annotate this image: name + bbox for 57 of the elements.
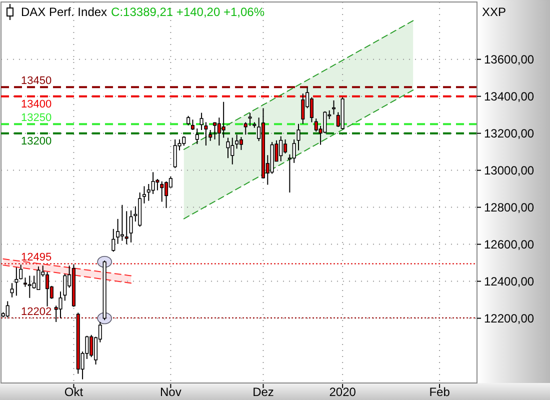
y-tick-label: 12800,00 bbox=[484, 200, 534, 214]
candlestick bbox=[301, 93, 305, 124]
ref-line-label: 12495 bbox=[21, 252, 52, 264]
candlestick bbox=[226, 137, 230, 159]
candlestick bbox=[124, 210, 128, 245]
candlestick bbox=[296, 123, 300, 151]
candlestick bbox=[58, 290, 62, 319]
candlestick bbox=[190, 119, 194, 130]
candlestick bbox=[212, 122, 217, 140]
ref-line-label: 12202 bbox=[21, 306, 52, 318]
candlestick bbox=[200, 112, 204, 130]
candlestick bbox=[244, 122, 248, 136]
ref-line-label: 13200 bbox=[21, 135, 52, 148]
candlestick bbox=[129, 210, 133, 243]
y-tick-label: 13000,00 bbox=[484, 164, 534, 178]
y-tick-label: 12200,00 bbox=[484, 311, 534, 326]
candlestick bbox=[6, 300, 10, 318]
y-tick-label: 12600,00 bbox=[484, 237, 534, 252]
candlestick bbox=[204, 122, 208, 146]
candlestick bbox=[23, 277, 28, 288]
candlestick bbox=[120, 204, 124, 242]
candlestick bbox=[239, 136, 243, 150]
candlestick bbox=[116, 218, 120, 244]
ref-line-label: 13400 bbox=[21, 98, 52, 110]
candlestick bbox=[63, 273, 67, 302]
candlestick bbox=[222, 101, 226, 138]
candlestick bbox=[292, 138, 296, 164]
candlestick bbox=[19, 264, 23, 280]
ref-line-label: 13450 bbox=[21, 75, 52, 88]
x-tick-label: 2020 bbox=[329, 385, 356, 399]
candlestick bbox=[36, 266, 40, 290]
candlestick bbox=[142, 186, 146, 204]
x-tick-label: Okt bbox=[64, 385, 84, 399]
y-tick-label: 13200,00 bbox=[484, 126, 534, 141]
candlestick bbox=[332, 100, 336, 115]
candlestick bbox=[186, 115, 190, 126]
y-tick-label: 13600,00 bbox=[484, 52, 534, 67]
candlestick bbox=[323, 110, 327, 134]
candlestick bbox=[10, 282, 14, 298]
candlestick bbox=[156, 178, 160, 191]
candlestick bbox=[160, 180, 164, 202]
y-tick-label: 12400,00 bbox=[484, 274, 534, 288]
x-tick-label: Dez bbox=[252, 385, 274, 399]
text: XXP bbox=[482, 5, 506, 19]
chart-title: DAX Perf. Index bbox=[21, 5, 108, 19]
candlestick bbox=[14, 266, 18, 296]
x-tick-label: Feb bbox=[429, 385, 450, 399]
candlestick bbox=[235, 134, 239, 150]
x-tick-label: Nov bbox=[160, 385, 182, 399]
candlestick bbox=[195, 128, 199, 145]
candlestick bbox=[248, 112, 252, 126]
candlestick bbox=[208, 129, 212, 142]
candlestick bbox=[112, 228, 116, 252]
ref-line-label: 13250 bbox=[21, 112, 52, 124]
y-tick-label: 13400,00 bbox=[484, 90, 534, 104]
candlestick bbox=[151, 172, 155, 194]
chart-subtitle: C:13389,21 +140,20 +1,06% bbox=[111, 5, 265, 19]
